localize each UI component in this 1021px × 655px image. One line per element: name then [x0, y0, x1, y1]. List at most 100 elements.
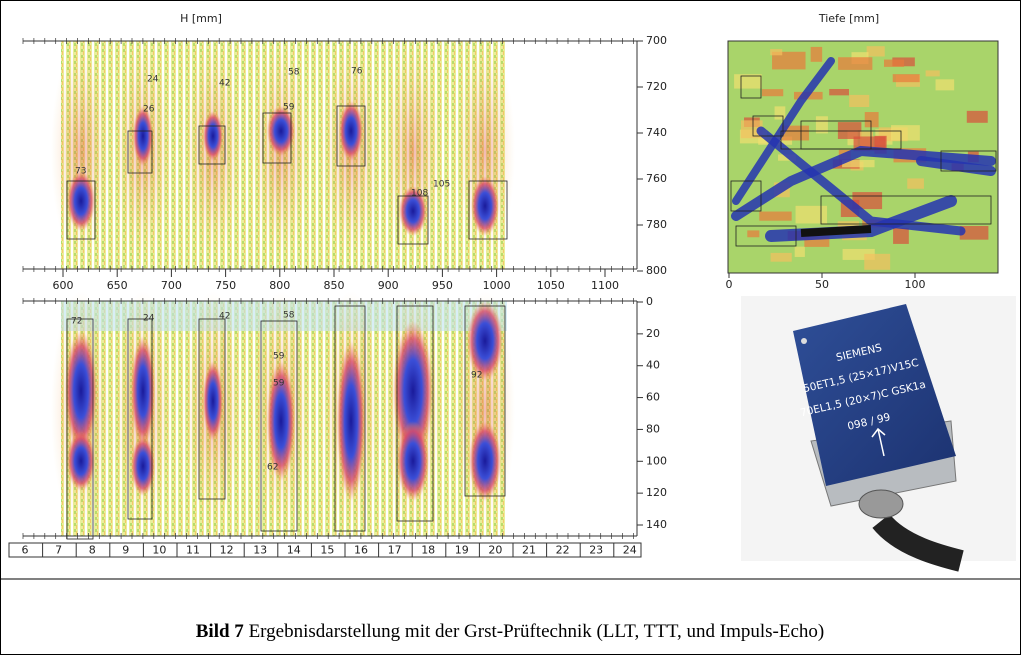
defect-label: 24 [147, 75, 159, 85]
figure-page: Bild 7 Ergebnisdarstellung mit der Grst-… [0, 0, 1021, 655]
defect-label: 59 [273, 352, 285, 362]
texture [838, 122, 861, 139]
defect-label: 92 [471, 371, 482, 381]
texture [893, 228, 909, 244]
texture [849, 95, 869, 107]
axis-title: H [mm] [180, 12, 222, 25]
strip-label: 8 [89, 544, 96, 557]
y-tick-label: 120 [646, 486, 667, 499]
texture [891, 125, 920, 140]
x-tick-label: 50 [815, 278, 829, 291]
strip-label: 21 [522, 544, 536, 557]
texture [867, 46, 885, 56]
texture [936, 79, 955, 90]
x-tick-label: 1000 [483, 279, 511, 292]
strip-label: 11 [186, 544, 200, 557]
x-tick-label: 950 [432, 279, 453, 292]
strip-label: 7 [55, 544, 62, 557]
strip-label: 10 [152, 544, 166, 557]
x-tick-label: 750 [215, 279, 236, 292]
y-tick-label: 100 [646, 454, 667, 467]
indication [469, 421, 501, 501]
texture [864, 254, 890, 270]
indication [67, 431, 95, 491]
strip-label: 9 [122, 544, 129, 557]
defect-label: 73 [75, 167, 86, 177]
defect-label: 42 [219, 312, 230, 322]
texture [795, 247, 805, 257]
y-tick-label: 740 [646, 126, 667, 139]
texture [838, 57, 872, 70]
y-tick-label: 760 [646, 172, 667, 185]
y-tick-label: 40 [646, 359, 660, 372]
y-tick-label: 800 [646, 264, 667, 277]
indication [67, 171, 95, 231]
caption-text: Ergebnisdarstellung mit der Grst-Prüftec… [249, 621, 825, 642]
x-tick-label: 900 [378, 279, 399, 292]
strip-label: 14 [287, 544, 301, 557]
texture [907, 178, 924, 188]
indication [339, 101, 363, 161]
y-tick-label: 140 [646, 518, 667, 531]
y-tick-label: 0 [646, 295, 653, 308]
indication [337, 341, 365, 501]
indication [131, 436, 155, 496]
defect-label: 24 [143, 314, 155, 324]
strip-label: 18 [421, 544, 435, 557]
strip-label: 22 [556, 544, 570, 557]
y-tick-label: 700 [646, 34, 667, 47]
x-tick-label: 1050 [537, 279, 565, 292]
texture [770, 49, 782, 55]
texture [811, 47, 823, 62]
strip-label: 23 [589, 544, 603, 557]
screw [801, 338, 807, 344]
axis-title: Tiefe [mm] [818, 12, 879, 25]
y-tick-label: 60 [646, 391, 660, 404]
strip-label: 24 [623, 544, 637, 557]
strip-label: 12 [220, 544, 234, 557]
y-tick-label: 780 [646, 218, 667, 231]
y-tick-label: 20 [646, 327, 660, 340]
connector [859, 490, 903, 518]
x-tick-label: 700 [161, 279, 182, 292]
defect-label: 58 [288, 68, 300, 78]
defect-label: 76 [351, 67, 363, 77]
defect-label: 59 [273, 379, 285, 389]
y-tick-label: 720 [646, 80, 667, 93]
indication [471, 176, 499, 236]
defect-label: 59 [283, 103, 295, 113]
x-tick-label: 800 [269, 279, 290, 292]
strip-label: 16 [354, 544, 368, 557]
defect-label: 62 [267, 463, 278, 473]
indication [133, 106, 153, 166]
indication [801, 229, 871, 233]
caption-label: Bild 7 [196, 621, 245, 642]
strip-label: 20 [488, 544, 502, 557]
texture [884, 60, 904, 67]
texture [775, 106, 786, 119]
texture [865, 112, 879, 127]
strip-label: 19 [455, 544, 469, 557]
strip-label: 13 [253, 544, 267, 557]
strip-label: 17 [388, 544, 402, 557]
x-tick-label: 650 [107, 279, 128, 292]
figure: Bild 7 Ergebnisdarstellung mit der Grst-… [1, 1, 1020, 654]
defect-label: 42 [219, 79, 230, 89]
indication [203, 361, 223, 441]
x-tick-label: 1100 [591, 279, 619, 292]
sensor-photo: SIEMENS50ET1,5 (25×17)V15C70EL1,5 (20×7)… [741, 296, 1016, 561]
caption: Bild 7 Ergebnisdarstellung mit der Grst-… [196, 621, 825, 642]
defect-label: 105 [433, 180, 450, 190]
strip-label: 15 [320, 544, 334, 557]
texture [771, 253, 792, 262]
texture [893, 74, 920, 82]
defect-label: 26 [143, 105, 155, 115]
defect-label: 58 [283, 311, 295, 321]
strip-label: 6 [22, 544, 29, 557]
texture [747, 230, 759, 237]
x-tick-label: 850 [324, 279, 345, 292]
texture [926, 70, 940, 76]
texture [967, 111, 988, 123]
defect-label: 108 [411, 189, 428, 199]
texture [759, 212, 791, 221]
